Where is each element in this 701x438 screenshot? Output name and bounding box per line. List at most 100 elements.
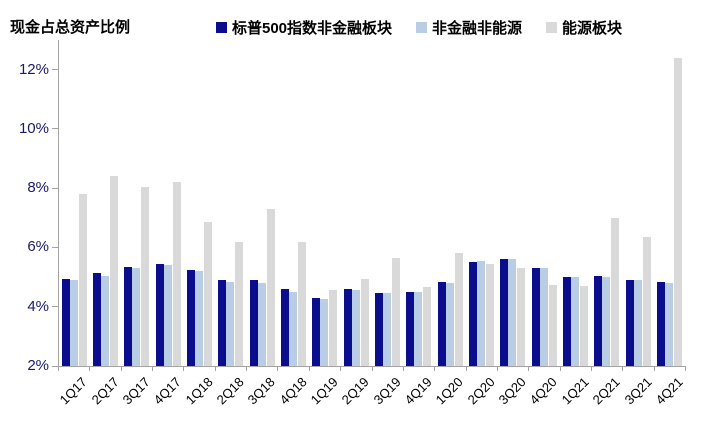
bar-3Q21-series1 <box>633 280 642 366</box>
y-tick-label: 6% <box>27 238 49 256</box>
bar-4Q19-series1 <box>414 291 423 366</box>
bar-2Q21-series1 <box>602 277 611 366</box>
bar-4Q17-series1 <box>163 265 172 366</box>
x-tick-label-1Q18: 1Q18 <box>182 374 216 408</box>
bar-1Q17-series2 <box>78 194 87 366</box>
bar-2Q17-series0 <box>92 272 101 366</box>
x-tick-mark <box>590 367 592 371</box>
bar-1Q18-series1 <box>194 271 203 366</box>
plot-area <box>52 40 686 367</box>
x-tick-mark <box>465 367 467 371</box>
legend-item-sp500-nonfinancial: 标普500指数非金融板块 <box>216 17 392 38</box>
bar-3Q20-series1 <box>508 259 517 366</box>
y-tick-label: 12% <box>18 60 49 78</box>
bar-4Q21-series0 <box>657 281 666 366</box>
bar-3Q18-series2 <box>266 208 275 366</box>
bar-1Q19-series1 <box>320 299 329 366</box>
chart-title: 现金占总资产比例 <box>10 19 131 36</box>
x-tick-mark <box>371 367 373 371</box>
bar-4Q21-series2 <box>674 57 683 366</box>
bar-2Q19-series2 <box>360 278 369 366</box>
legend-label: 能源板块 <box>562 20 623 37</box>
bar-3Q20-series0 <box>500 259 509 366</box>
bar-4Q20-series2 <box>548 284 557 366</box>
y-tick-label: 10% <box>18 119 49 137</box>
bar-3Q18-series0 <box>249 280 258 366</box>
bar-4Q18-series1 <box>288 291 297 366</box>
bar-2Q21-series0 <box>594 275 603 366</box>
x-tick-label-1Q20: 1Q20 <box>433 374 467 408</box>
x-tick-mark <box>214 367 216 371</box>
legend-label: 非金融非能源 <box>432 20 523 37</box>
bar-2Q20-series0 <box>469 262 478 366</box>
bar-1Q19-series2 <box>329 290 338 366</box>
bar-3Q17-series1 <box>132 268 141 366</box>
bar-4Q19-series2 <box>423 287 432 366</box>
bar-2Q17-series2 <box>109 176 118 366</box>
x-tick-label-3Q21: 3Q21 <box>621 374 655 408</box>
legend-item-nonfinancial-nonenergy: 非金融非能源 <box>416 17 522 38</box>
bar-1Q17-series0 <box>61 278 70 366</box>
bar-2Q21-series2 <box>611 217 620 366</box>
x-tick-mark <box>559 367 561 371</box>
bar-2Q18-series0 <box>218 280 227 366</box>
x-tick-label-4Q20: 4Q20 <box>527 374 561 408</box>
bar-3Q21-series2 <box>642 237 651 366</box>
x-tick-mark <box>183 367 185 371</box>
bar-4Q20-series0 <box>531 268 540 366</box>
x-tick-mark <box>58 367 59 371</box>
bar-1Q21-series2 <box>580 285 589 366</box>
x-tick-mark <box>89 367 91 371</box>
bar-1Q17-series1 <box>69 280 78 366</box>
bar-3Q19-series2 <box>392 257 400 366</box>
x-tick-mark <box>402 367 404 371</box>
legend-label: 标普500指数非金融板块 <box>232 20 393 37</box>
bar-2Q19-series1 <box>351 290 360 366</box>
x-tick-label-4Q17: 4Q17 <box>150 374 184 408</box>
y-tick-mark <box>52 365 58 367</box>
y-tick-mark <box>52 128 58 130</box>
x-tick-label-1Q17: 1Q17 <box>56 374 90 408</box>
bar-4Q21-series1 <box>665 283 674 366</box>
legend-swatch-icon <box>216 22 227 33</box>
bar-4Q17-series0 <box>155 263 164 366</box>
bar-3Q17-series2 <box>141 186 150 366</box>
x-tick-label-2Q18: 2Q18 <box>213 374 247 408</box>
x-tick-label-4Q18: 4Q18 <box>276 374 310 408</box>
x-tick-label-1Q21: 1Q21 <box>558 374 592 408</box>
x-tick-label-3Q17: 3Q17 <box>119 374 153 408</box>
legend-swatch-icon <box>416 22 428 33</box>
bar-2Q18-series1 <box>226 281 235 366</box>
bar-4Q17-series2 <box>172 182 181 366</box>
bar-2Q19-series0 <box>343 288 352 366</box>
bar-1Q18-series2 <box>203 222 212 366</box>
y-tick-label: 8% <box>27 179 49 197</box>
bar-1Q19-series0 <box>312 297 321 366</box>
x-tick-label-2Q20: 2Q20 <box>464 374 498 408</box>
legend-item-energy: 能源板块 <box>546 17 622 38</box>
legend-swatch-icon <box>546 22 558 33</box>
bar-2Q20-series2 <box>486 263 495 366</box>
bar-1Q18-series0 <box>186 269 195 366</box>
x-tick-mark <box>496 367 498 371</box>
y-tick-mark <box>52 246 58 248</box>
bar-1Q20-series0 <box>437 281 446 366</box>
x-tick-label-3Q18: 3Q18 <box>244 374 279 408</box>
bar-2Q18-series2 <box>235 241 244 366</box>
bar-3Q18-series1 <box>257 283 266 366</box>
x-tick-mark <box>434 367 436 371</box>
legend: 标普500指数非金融板块 非金融非能源 能源板块 <box>216 17 622 38</box>
x-tick-mark <box>685 367 686 371</box>
x-tick-label-2Q21: 2Q21 <box>589 374 623 408</box>
y-tick-mark <box>52 306 58 308</box>
x-tick-mark <box>340 367 342 371</box>
bar-1Q21-series1 <box>571 277 580 366</box>
x-tick-label-3Q19: 3Q19 <box>370 374 404 408</box>
x-tick-mark <box>120 367 122 371</box>
x-tick-mark <box>277 367 279 371</box>
x-tick-mark <box>653 367 655 371</box>
x-tick-label-4Q19: 4Q19 <box>401 374 435 408</box>
x-tick-mark <box>246 367 248 371</box>
x-tick-mark <box>152 367 154 371</box>
bar-1Q20-series1 <box>445 283 454 366</box>
